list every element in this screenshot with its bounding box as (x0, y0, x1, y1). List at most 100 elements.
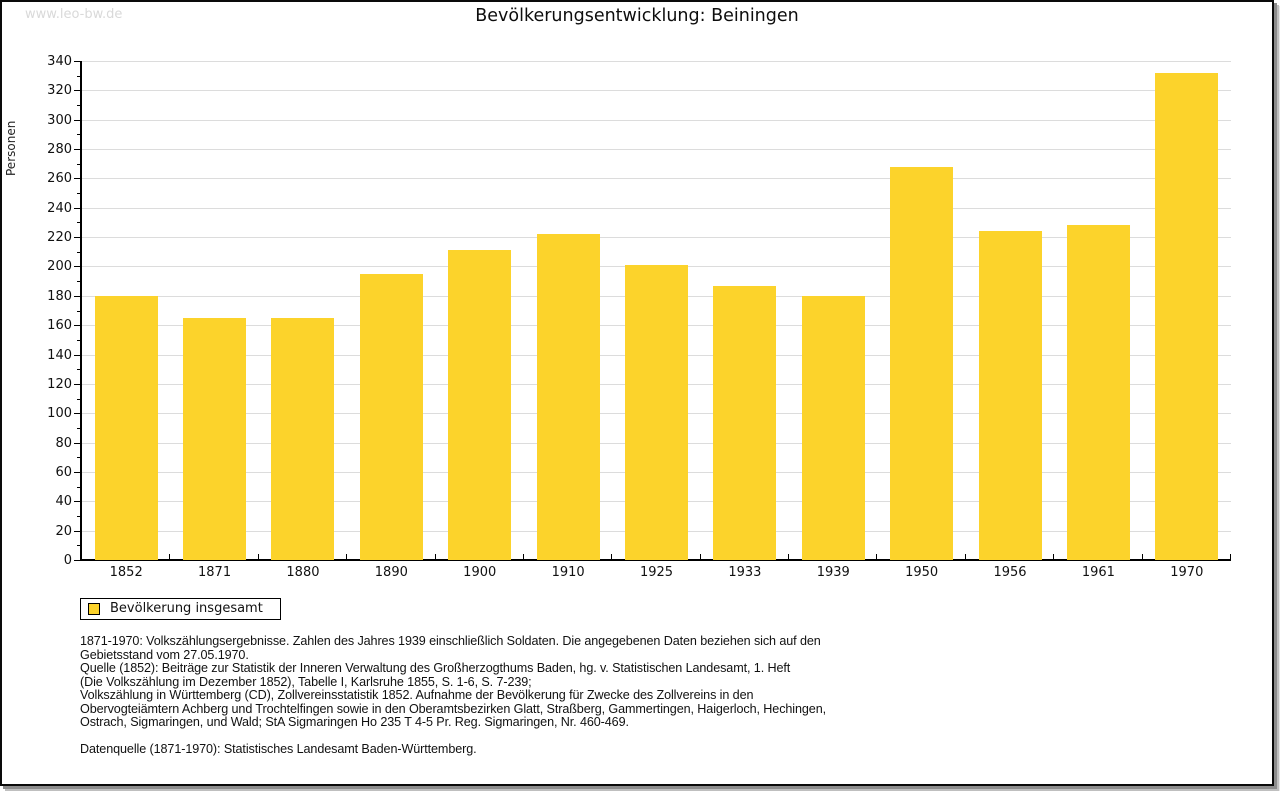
gridline-320 (82, 90, 1231, 92)
bar-1900 (448, 250, 512, 560)
bar-1880 (271, 317, 335, 560)
x-tick-8 (788, 554, 789, 560)
x-tick-6 (611, 554, 612, 560)
y-tick-260 (74, 178, 82, 180)
bar-1970 (1155, 72, 1219, 560)
y-tick-240 (74, 207, 82, 209)
y-tick-label-280: 280 (47, 142, 72, 158)
y-tick-label-40: 40 (55, 494, 72, 510)
y-tick-label-220: 220 (47, 230, 72, 246)
x-tick-10 (965, 554, 966, 560)
x-tick-7 (700, 554, 701, 560)
y-tick-30 (77, 515, 82, 517)
bar-1871 (183, 317, 247, 560)
y-tick-300 (74, 119, 82, 121)
y-tick-label-160: 160 (47, 318, 72, 334)
y-tick-200 (74, 266, 82, 268)
y-tick-label-260: 260 (47, 171, 72, 187)
y-tick-110 (77, 398, 82, 400)
bar-1890 (359, 273, 423, 560)
footnote-line-4: (Die Volkszählung im Dezember 1852), Tab… (80, 674, 532, 689)
gridline-240 (82, 207, 1231, 209)
x-axis-label-1871: 1871 (198, 565, 232, 580)
legend-label: Bevölkerung insgesamt (110, 601, 263, 616)
x-tick-13 (1230, 554, 1231, 560)
y-tick-100 (74, 413, 82, 415)
y-tick-10 (77, 545, 82, 547)
y-tick-label-300: 300 (47, 112, 72, 128)
y-tick-180 (74, 295, 82, 297)
x-axis-label-1910: 1910 (551, 565, 585, 580)
y-tick-130 (77, 369, 82, 371)
x-axis-label-1900: 1900 (463, 565, 497, 580)
y-tick-250 (77, 193, 82, 195)
footnote-line-8 (80, 730, 1180, 744)
bar-1956 (978, 231, 1042, 560)
x-tick-12 (1142, 554, 1143, 560)
bar-1961 (1066, 225, 1130, 560)
y-tick-label-80: 80 (55, 435, 72, 451)
y-tick-220 (74, 237, 82, 239)
x-axis-label-1852: 1852 (109, 565, 143, 580)
source-footnotes: 1871-1970: Volkszählungsergebnisse. Zahl… (80, 634, 1180, 757)
x-axis-label-1890: 1890 (374, 565, 408, 580)
gridline-220 (82, 237, 1231, 239)
y-tick-40 (74, 501, 82, 503)
chart-title: Bevölkerungsentwicklung: Beiningen (475, 6, 799, 26)
y-tick-label-200: 200 (47, 259, 72, 275)
x-axis-label-1925: 1925 (639, 565, 674, 580)
bar-1950 (890, 166, 954, 560)
legend-color-swatch (88, 603, 100, 615)
y-tick-label-20: 20 (55, 523, 72, 539)
y-tick-label-340: 340 (47, 54, 72, 69)
y-tick-20 (74, 530, 82, 532)
y-tick-label-320: 320 (47, 83, 72, 99)
y-tick-210 (77, 251, 82, 253)
y-tick-340 (74, 61, 82, 62)
y-tick-label-60: 60 (55, 464, 72, 480)
y-tick-170 (77, 310, 82, 312)
x-tick-9 (876, 554, 877, 560)
footnote-line-6: Obervogteiämtern Achberg und Trochtelfin… (80, 701, 827, 716)
x-axis-label-1956: 1956 (993, 565, 1027, 580)
y-tick-140 (74, 354, 82, 356)
x-tick-5 (523, 554, 524, 560)
y-tick-label-100: 100 (47, 406, 72, 422)
x-axis-label-1880: 1880 (286, 565, 320, 580)
y-tick-label-0: 0 (63, 553, 72, 568)
x-axis-line (80, 559, 1231, 561)
y-tick-label-120: 120 (47, 376, 72, 392)
y-tick-320 (74, 90, 82, 92)
x-axis-label-1939: 1939 (816, 565, 850, 580)
y-tick-310 (77, 105, 82, 107)
bar-1933 (713, 285, 777, 560)
y-tick-label-140: 140 (47, 347, 72, 363)
footnote-line-1: 1871-1970: Volkszählungsergebnisse. Zahl… (80, 634, 821, 648)
x-tick-11 (1053, 554, 1054, 560)
data-source-line: Datenquelle (1871-1970): Statistisches L… (80, 742, 477, 756)
y-tick-0 (74, 560, 82, 561)
gridline-280 (82, 149, 1231, 151)
y-tick-60 (74, 471, 82, 473)
y-tick-230 (77, 222, 82, 224)
y-tick-290 (77, 134, 82, 136)
y-tick-90 (77, 427, 82, 429)
y-tick-label-240: 240 (47, 200, 72, 216)
y-tick-330 (77, 75, 82, 77)
y-tick-50 (77, 486, 82, 488)
footnote-line-5: Volkszählung in Württemberg (CD), Zollve… (80, 688, 754, 702)
footnote-line-7: Ostrach, Sigmaringen, und Wald; StA Sigm… (80, 715, 629, 729)
gridline-340 (82, 61, 1231, 62)
x-tick-4 (435, 554, 436, 560)
y-tick-label-180: 180 (47, 288, 72, 304)
bar-1925 (625, 265, 688, 560)
gridline-300 (82, 119, 1231, 121)
x-axis-label-1970: 1970 (1170, 565, 1204, 580)
bar-1910 (536, 234, 600, 560)
y-tick-120 (74, 383, 82, 385)
y-tick-190 (77, 281, 82, 283)
footnote-line-3: Quelle (1852): Beiträge zur Statistik de… (80, 661, 791, 675)
gridline-260 (82, 178, 1231, 180)
x-tick-2 (258, 554, 259, 560)
bar-1939 (801, 295, 865, 560)
